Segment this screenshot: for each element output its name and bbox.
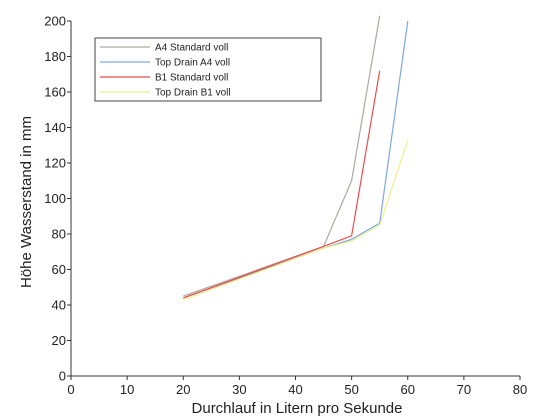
- series-line-4: [183, 139, 409, 301]
- legend-label-2: Top Drain A4 voll: [155, 58, 230, 69]
- series-line-3: [183, 70, 381, 299]
- x-tick-label: 20: [176, 382, 190, 397]
- y-tick-label: 200: [44, 14, 66, 29]
- y-tick-label: 20: [52, 333, 66, 348]
- y-tick-label: 60: [52, 262, 66, 277]
- series-line-1: [183, 15, 381, 297]
- y-axis-ticks: 0 20 40 60 80 100 120 140 160 180 200: [44, 14, 71, 384]
- y-tick-label: 100: [44, 191, 66, 206]
- x-tick-label: 60: [401, 382, 415, 397]
- x-tick-label: 50: [344, 382, 358, 397]
- y-tick-label: 140: [44, 120, 66, 135]
- x-tick-label: 40: [288, 382, 302, 397]
- legend: A4 Standard voll Top Drain A4 voll B1 Stan…: [94, 37, 322, 102]
- y-tick-label: 80: [52, 227, 66, 242]
- y-tick-label: 0: [59, 369, 66, 384]
- x-tick-label: 0: [67, 382, 74, 397]
- legend-label-3: B1 Standard voll: [155, 73, 228, 84]
- x-tick-label: 30: [232, 382, 246, 397]
- x-tick-label: 70: [457, 382, 471, 397]
- x-tick-label: 80: [513, 382, 527, 397]
- legend-label-4: Top Drain B1 voll: [155, 88, 231, 99]
- y-tick-label: 160: [44, 85, 66, 100]
- legend-label-1: A4 Standard voll: [155, 43, 228, 54]
- y-tick-label: 180: [44, 49, 66, 64]
- y-tick-label: 40: [52, 298, 66, 313]
- legend-box: [94, 37, 322, 102]
- y-axis-title: Höhe Wasserstand in mm: [18, 116, 35, 288]
- plot-area: [70, 15, 520, 377]
- x-tick-label: 10: [120, 382, 134, 397]
- y-tick-label: 120: [44, 156, 66, 171]
- x-axis-ticks: 0 10 20 30 40 50 60 70 80: [67, 376, 527, 397]
- x-axis-title: Durchlauf in Litern pro Sekunde: [192, 400, 403, 417]
